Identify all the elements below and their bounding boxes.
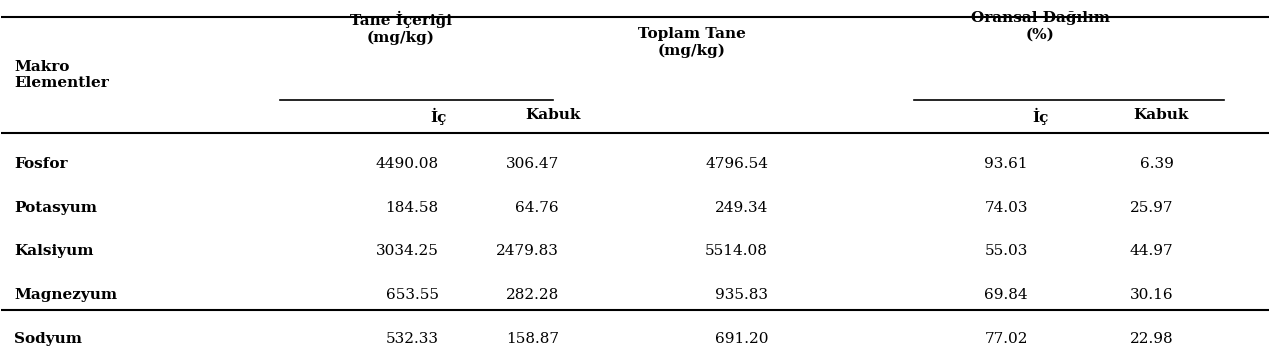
Text: 69.84: 69.84 (984, 288, 1027, 302)
Text: 77.02: 77.02 (984, 332, 1027, 346)
Text: Oransal Dağılım
(%): Oransal Dağılım (%) (972, 11, 1110, 41)
Text: Kabuk: Kabuk (1133, 108, 1189, 122)
Text: 22.98: 22.98 (1130, 332, 1173, 346)
Text: Kalsiyum: Kalsiyum (14, 244, 94, 258)
Text: 55.03: 55.03 (984, 244, 1027, 258)
Text: İç: İç (1033, 108, 1049, 125)
Text: 5514.08: 5514.08 (705, 244, 768, 258)
Text: Sodyum: Sodyum (14, 332, 83, 346)
Text: 25.97: 25.97 (1130, 201, 1173, 215)
Text: 691.20: 691.20 (715, 332, 768, 346)
Text: 6.39: 6.39 (1139, 157, 1173, 171)
Text: 4796.54: 4796.54 (705, 157, 768, 171)
Text: 184.58: 184.58 (386, 201, 438, 215)
Text: Kabuk: Kabuk (525, 108, 580, 122)
Text: Magnezyum: Magnezyum (14, 288, 117, 302)
Text: 74.03: 74.03 (984, 201, 1027, 215)
Text: 64.76: 64.76 (516, 201, 559, 215)
Text: 306.47: 306.47 (505, 157, 559, 171)
Text: İç: İç (431, 108, 447, 125)
Text: Fosfor: Fosfor (14, 157, 67, 171)
Text: 282.28: 282.28 (505, 288, 559, 302)
Text: 93.61: 93.61 (984, 157, 1027, 171)
Text: Makro
Elementler: Makro Elementler (14, 60, 109, 90)
Text: 44.97: 44.97 (1130, 244, 1173, 258)
Text: 30.16: 30.16 (1130, 288, 1173, 302)
Text: 4490.08: 4490.08 (376, 157, 438, 171)
Text: Tane İçeriği
(mg/kg): Tane İçeriği (mg/kg) (349, 11, 452, 45)
Text: 935.83: 935.83 (715, 288, 768, 302)
Text: 653.55: 653.55 (386, 288, 438, 302)
Text: 2479.83: 2479.83 (497, 244, 559, 258)
Text: 249.34: 249.34 (715, 201, 768, 215)
Text: Potasyum: Potasyum (14, 201, 97, 215)
Text: 3034.25: 3034.25 (376, 244, 438, 258)
Text: 158.87: 158.87 (505, 332, 559, 346)
Text: Toplam Tane
(mg/kg): Toplam Tane (mg/kg) (638, 27, 745, 58)
Text: 532.33: 532.33 (386, 332, 438, 346)
